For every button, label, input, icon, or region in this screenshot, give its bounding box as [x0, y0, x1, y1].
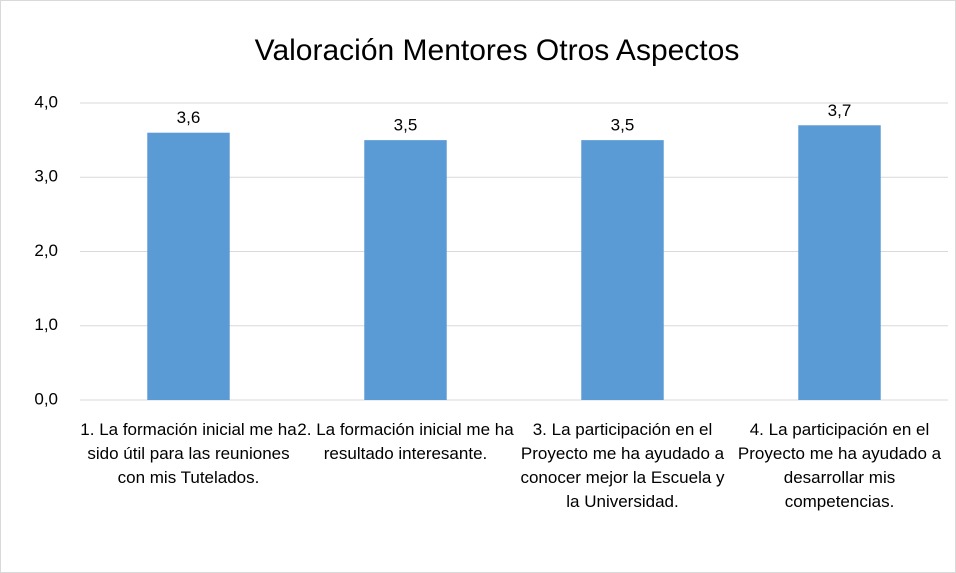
y-tick-label: 4,0 [34, 92, 58, 111]
x-tick-label: 4. La participación en el Proyecto me ha… [737, 420, 942, 511]
chart-title: Valoración Mentores Otros Aspectos [255, 34, 740, 67]
data-label: 3,7 [828, 101, 852, 120]
y-tick-label: 0,0 [34, 389, 58, 408]
data-label: 3,6 [177, 108, 201, 127]
y-tick-label: 3,0 [34, 167, 58, 186]
y-tick-label: 2,0 [34, 241, 58, 260]
bar [581, 140, 664, 400]
y-tick-label: 1,0 [34, 315, 58, 334]
x-tick-label: 1. La formación inicial me ha sido útil … [80, 420, 297, 487]
data-label: 3,5 [394, 116, 418, 135]
data-label: 3,5 [611, 116, 635, 135]
bar [147, 132, 230, 400]
x-tick-label: 3. La participación en el Proyecto me ha… [520, 420, 725, 511]
bar [364, 140, 447, 400]
x-tick-label: 2. La formación inicial me ha resultado … [297, 420, 514, 463]
bar [798, 125, 881, 401]
